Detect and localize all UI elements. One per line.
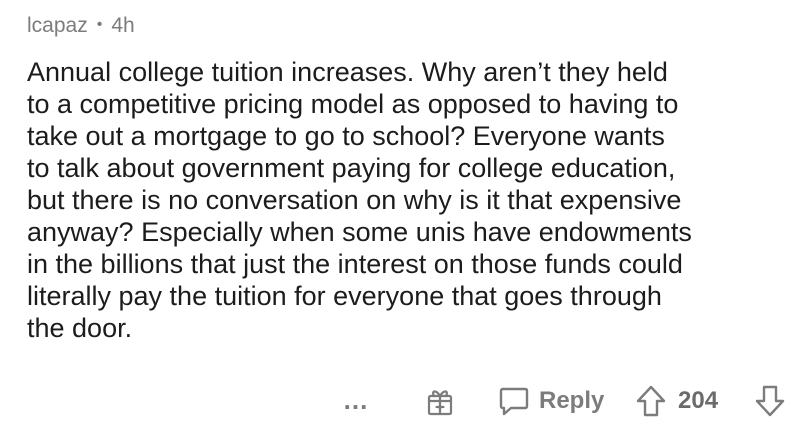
meta-separator: • (96, 16, 103, 33)
arrow-up-icon (636, 385, 666, 417)
comment-body-line: to talk about government paying for coll… (27, 153, 676, 183)
comment-actions: ... Reply 204 (0, 381, 800, 421)
comment-body-line: but there is no conversation on why is i… (27, 185, 682, 215)
timestamp[interactable]: 4h (111, 14, 135, 37)
downvote-button[interactable] (752, 381, 788, 421)
comment-body: Annual college tuition increases. Why ar… (27, 56, 777, 344)
arrow-down-icon (755, 385, 785, 417)
comment-body-line: literally pay the tuition for everyone t… (27, 281, 662, 311)
speech-bubble-icon (499, 387, 529, 416)
reply-button[interactable]: Reply (497, 381, 604, 421)
more-options-button[interactable]: ... (338, 385, 374, 415)
reply-label: Reply (539, 387, 605, 414)
author-name[interactable]: lcapaz (27, 14, 88, 37)
comment-body-line: in the billions that just the interest o… (27, 249, 683, 279)
comment-body-line: Annual college tuition increases. Why ar… (27, 57, 668, 87)
upvote-button[interactable] (633, 381, 669, 421)
gift-award-icon (427, 390, 453, 416)
more-options-icon: ... (343, 385, 369, 415)
award-button[interactable] (420, 381, 460, 421)
comment-body-line: to a competitive pricing model as oppose… (27, 89, 679, 119)
vote-score: 204 (678, 387, 719, 414)
comment-body-line: take out a mortgage to go to school? Eve… (27, 121, 665, 151)
comment-meta: lcapaz • 4h (27, 13, 135, 39)
comment-body-line: the door. (27, 313, 133, 343)
comment-body-line: anyway? Especially when some unis have e… (27, 217, 692, 247)
